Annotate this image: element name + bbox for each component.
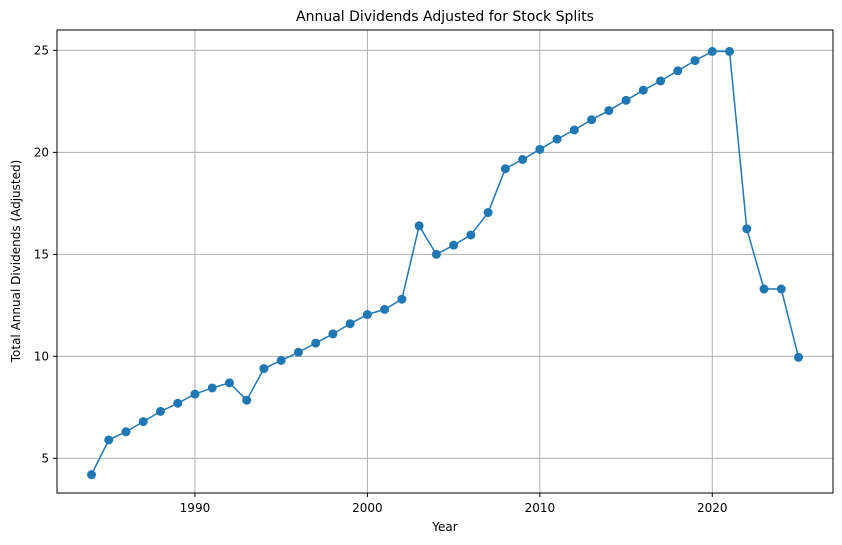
data-point — [483, 208, 493, 218]
y-tick-label: 5 — [41, 451, 49, 465]
data-point — [518, 155, 528, 165]
data-point — [173, 398, 183, 408]
x-tick-label: 2020 — [697, 501, 728, 515]
data-point — [138, 417, 148, 427]
y-axis-label: Total Annual Dividends (Adjusted) — [9, 160, 23, 364]
data-point — [794, 352, 804, 362]
data-point — [656, 76, 666, 86]
data-point — [759, 284, 769, 294]
data-point — [380, 304, 390, 314]
y-axis-ticks: 5 10 15 20 25 — [34, 43, 57, 465]
data-point — [725, 46, 735, 56]
data-point — [104, 435, 114, 445]
x-tick-label: 1990 — [180, 501, 211, 515]
y-tick-label: 25 — [34, 43, 49, 57]
data-point — [207, 383, 217, 393]
data-point — [328, 329, 338, 339]
data-point — [121, 427, 131, 437]
x-tick-label: 2000 — [352, 501, 383, 515]
data-point — [276, 355, 286, 365]
data-point — [673, 66, 683, 76]
data-point — [742, 224, 752, 234]
data-point — [414, 221, 424, 231]
data-point — [638, 85, 648, 95]
y-tick-label: 15 — [34, 247, 49, 261]
data-point — [293, 347, 303, 357]
chart-title: Annual Dividends Adjusted for Stock Spli… — [296, 9, 594, 25]
data-point — [466, 230, 476, 240]
data-point — [604, 106, 614, 116]
data-point — [621, 95, 631, 105]
data-point — [690, 56, 700, 66]
data-point — [552, 134, 562, 144]
data-point — [259, 364, 269, 374]
data-point — [224, 378, 234, 388]
data-point — [397, 294, 407, 304]
plot-area-frame — [56, 29, 834, 494]
x-tick-label: 2010 — [525, 501, 556, 515]
data-point — [86, 470, 96, 480]
data-point — [345, 319, 355, 329]
data-point — [587, 115, 597, 125]
data-point — [242, 395, 252, 405]
data-point — [311, 338, 321, 348]
x-axis-label: Year — [431, 520, 457, 534]
y-tick-label: 10 — [34, 349, 49, 363]
data-point — [155, 406, 165, 416]
grid — [57, 30, 833, 493]
series-line — [90, 50, 800, 475]
y-tick-label: 20 — [34, 145, 49, 159]
data-point — [500, 164, 510, 174]
x-axis-ticks: 1990 2000 2010 2020 — [180, 493, 728, 515]
data-point — [190, 389, 200, 399]
data-point — [569, 125, 579, 135]
data-point — [707, 46, 717, 56]
series-plot — [86, 46, 804, 480]
data-point — [535, 144, 545, 154]
data-point — [449, 240, 459, 250]
data-point — [776, 284, 786, 294]
data-point — [362, 310, 372, 320]
data-point — [431, 249, 441, 259]
